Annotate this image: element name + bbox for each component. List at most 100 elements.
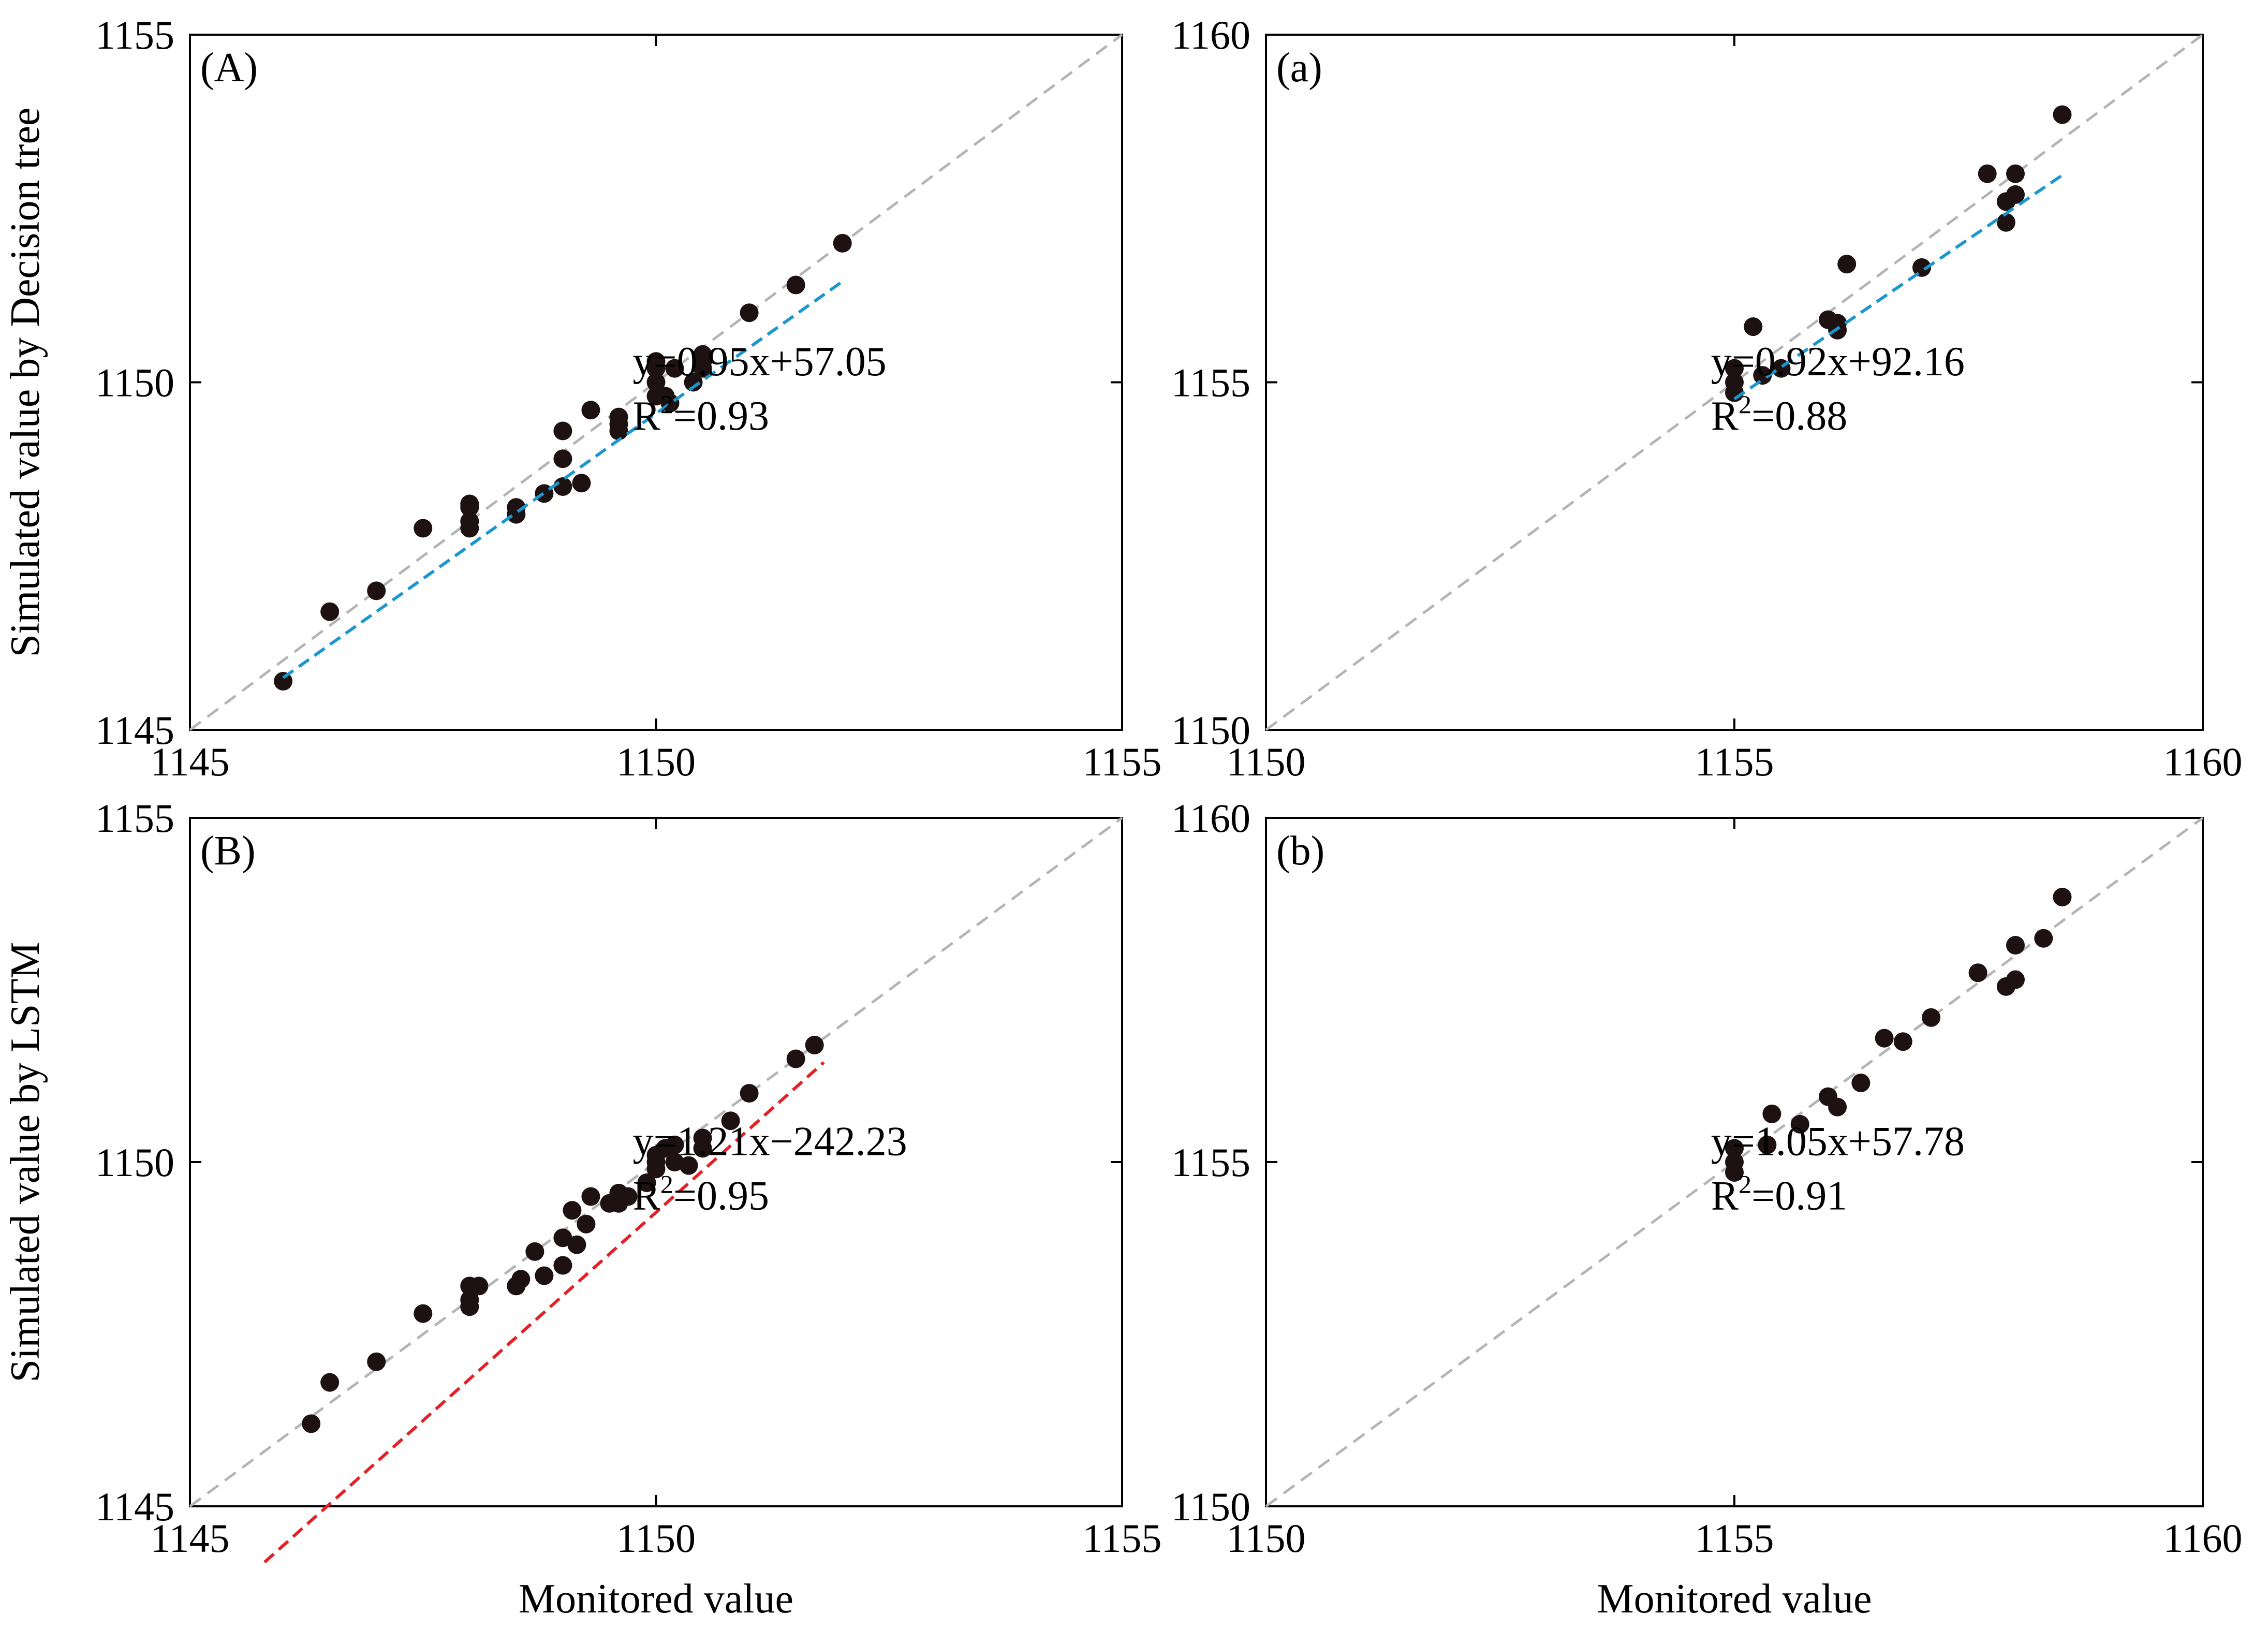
- x-tick-label: 1150: [616, 739, 696, 784]
- data-point: [367, 581, 386, 600]
- x-axis-label: Monitored value: [1597, 1576, 1872, 1622]
- panel-label: (A): [200, 45, 258, 91]
- data-point: [563, 1201, 582, 1220]
- data-point: [535, 1266, 554, 1285]
- data-point: [1828, 1097, 1847, 1117]
- data-point: [618, 1187, 638, 1206]
- data-point: [609, 407, 628, 427]
- panel-B: 1145 1150 1155 1145 1150 1155 (B) y=1.21x−242.2…: [3, 796, 1162, 1622]
- fit-line: [263, 1061, 825, 1564]
- data-point: [577, 1214, 596, 1234]
- data-point: [2053, 105, 2072, 124]
- r-squared-value: =0.91: [1751, 1173, 1847, 1219]
- data-point: [414, 519, 433, 538]
- data-point: [469, 1276, 489, 1296]
- data-point: [320, 1373, 340, 1392]
- data-point: [1762, 1104, 1781, 1123]
- fit-equation: y=1.05x+57.78: [1711, 1119, 1965, 1165]
- x-tick-label: 1160: [2163, 739, 2242, 784]
- y-tick-label: 1150: [95, 360, 174, 405]
- data-point: [693, 1128, 712, 1148]
- panel-label: (b): [1276, 828, 1324, 874]
- data-point: [679, 1156, 698, 1175]
- data-point: [553, 1256, 572, 1275]
- data-point: [1744, 317, 1763, 336]
- data-point: [302, 1414, 321, 1433]
- data-point: [567, 1235, 586, 1254]
- panel-a: 1150 1155 1160 1150 1155 1160 (a) y=0.92x+92.16…: [1171, 12, 2243, 784]
- data-point: [553, 477, 572, 496]
- data-point: [1912, 258, 1931, 277]
- data-point: [2034, 929, 2053, 948]
- data-point: [1978, 164, 1997, 183]
- fit-equation: y=0.95x+57.05: [632, 339, 886, 385]
- data-point: [693, 345, 712, 364]
- data-point: [833, 233, 852, 253]
- r-squared: R2=0.91: [1711, 1170, 1847, 1219]
- x-tick-label: 1160: [2163, 1516, 2242, 1561]
- y-tick-label: 1155: [95, 12, 174, 57]
- y-tick-label: 1155: [1171, 360, 1250, 405]
- data-point: [1725, 359, 1744, 378]
- panel-A: 1145 1150 1155 1145 1150 1155 (A) y=0.95x+57.05…: [3, 12, 1162, 784]
- data-point: [1996, 213, 2015, 232]
- data-point: [525, 1242, 544, 1261]
- data-point: [740, 1084, 759, 1103]
- data-point: [740, 303, 759, 322]
- data-point: [665, 1153, 684, 1171]
- y-tick-label: 1145: [95, 708, 174, 753]
- data-point: [581, 1187, 600, 1206]
- data-point: [1828, 314, 1847, 333]
- x-tick-label: 1145: [150, 739, 229, 784]
- r-squared: R2=0.93: [632, 390, 769, 439]
- data-point: [1725, 1139, 1744, 1158]
- data-point: [274, 671, 293, 691]
- data-point: [553, 1228, 572, 1248]
- data-point: [684, 373, 703, 392]
- y-tick-label: 1150: [1171, 1484, 1250, 1529]
- data-point: [637, 1173, 656, 1192]
- data-point: [553, 421, 572, 441]
- data-point: [414, 1304, 433, 1323]
- data-point: [1790, 1114, 1809, 1134]
- x-tick-label: 1155: [1082, 1516, 1161, 1561]
- r-squared-value: =0.95: [673, 1173, 769, 1219]
- fit-equation: y=1.21x−242.23: [632, 1119, 907, 1165]
- x-tick-label: 1145: [150, 1516, 229, 1561]
- r-squared-exponent: 2: [1739, 390, 1751, 419]
- x-tick-label: 1155: [1082, 739, 1161, 784]
- y-tick-label: 1145: [95, 1484, 174, 1529]
- data-point: [646, 1160, 666, 1179]
- r-squared: R2=0.88: [1711, 390, 1847, 439]
- y-tick-label: 1155: [95, 796, 174, 841]
- data-point: [507, 498, 526, 517]
- data-point: [665, 359, 684, 378]
- y-axis-label: Simulated value by LSTM: [3, 942, 48, 1382]
- data-point: [2053, 887, 2072, 906]
- r-squared-prefix: R: [632, 1173, 660, 1219]
- r-squared-exponent: 2: [660, 390, 673, 419]
- data-point: [1758, 1135, 1777, 1154]
- data-point: [1893, 1032, 1912, 1051]
- panel-label: (a): [1276, 45, 1322, 91]
- x-tick-label: 1150: [1226, 1516, 1305, 1561]
- data-point: [553, 449, 572, 468]
- x-tick-label: 1155: [1695, 739, 1774, 784]
- fit-line: [1733, 173, 2064, 401]
- data-point: [320, 602, 340, 621]
- y-tick-label: 1155: [1171, 1140, 1250, 1185]
- data-point: [460, 512, 479, 531]
- data-point: [2006, 970, 2025, 989]
- data-point: [460, 494, 479, 513]
- data-point: [786, 275, 805, 295]
- data-point: [1968, 963, 1987, 982]
- y-tick-label: 1150: [95, 1140, 174, 1185]
- data-point: [2006, 185, 2025, 204]
- data-point: [1875, 1029, 1894, 1048]
- r-squared: R2=0.95: [632, 1170, 769, 1219]
- r-squared-prefix: R: [1711, 393, 1739, 439]
- data-point: [367, 1352, 386, 1371]
- r-squared-value: =0.93: [673, 393, 769, 439]
- data-point: [2006, 936, 2025, 955]
